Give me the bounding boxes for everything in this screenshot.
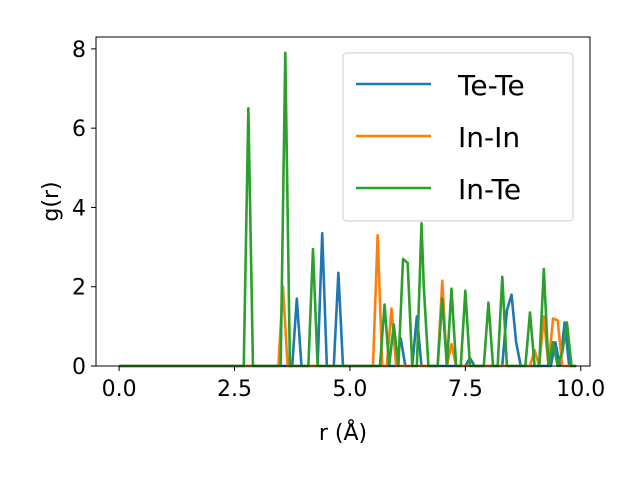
legend-box: [342, 52, 574, 222]
x-tick-label: 2.5: [217, 377, 252, 402]
y-tick-label: 8: [72, 38, 86, 63]
y-tick-label: 4: [72, 196, 86, 221]
axes-frame: [95, 36, 591, 367]
y-tick-label: 2: [72, 276, 86, 301]
legend-label-te-te: Te-Te: [457, 69, 525, 102]
x-tick-label: 5.0: [332, 377, 367, 402]
y-axis-label: g(r): [39, 181, 64, 221]
legend-label-in-te: In-Te: [458, 173, 521, 206]
x-axis: 0.0 2.5 5.0 7.5 10.0: [102, 366, 605, 402]
legend: Te-Te In-In In-Te: [342, 52, 574, 222]
y-tick-label: 0: [72, 355, 86, 380]
x-tick-label: 0.0: [102, 377, 137, 402]
series-line-te-te: [119, 231, 577, 368]
x-axis-label: r (Å): [319, 419, 367, 446]
y-axis: 0 2 4 6 8: [72, 38, 96, 380]
x-tick-label: 10.0: [556, 377, 605, 402]
x-tick-label: 7.5: [448, 377, 483, 402]
y-tick-label: 6: [72, 117, 86, 142]
legend-label-in-in: In-In: [458, 121, 520, 154]
series-line-in-in: [119, 233, 572, 368]
